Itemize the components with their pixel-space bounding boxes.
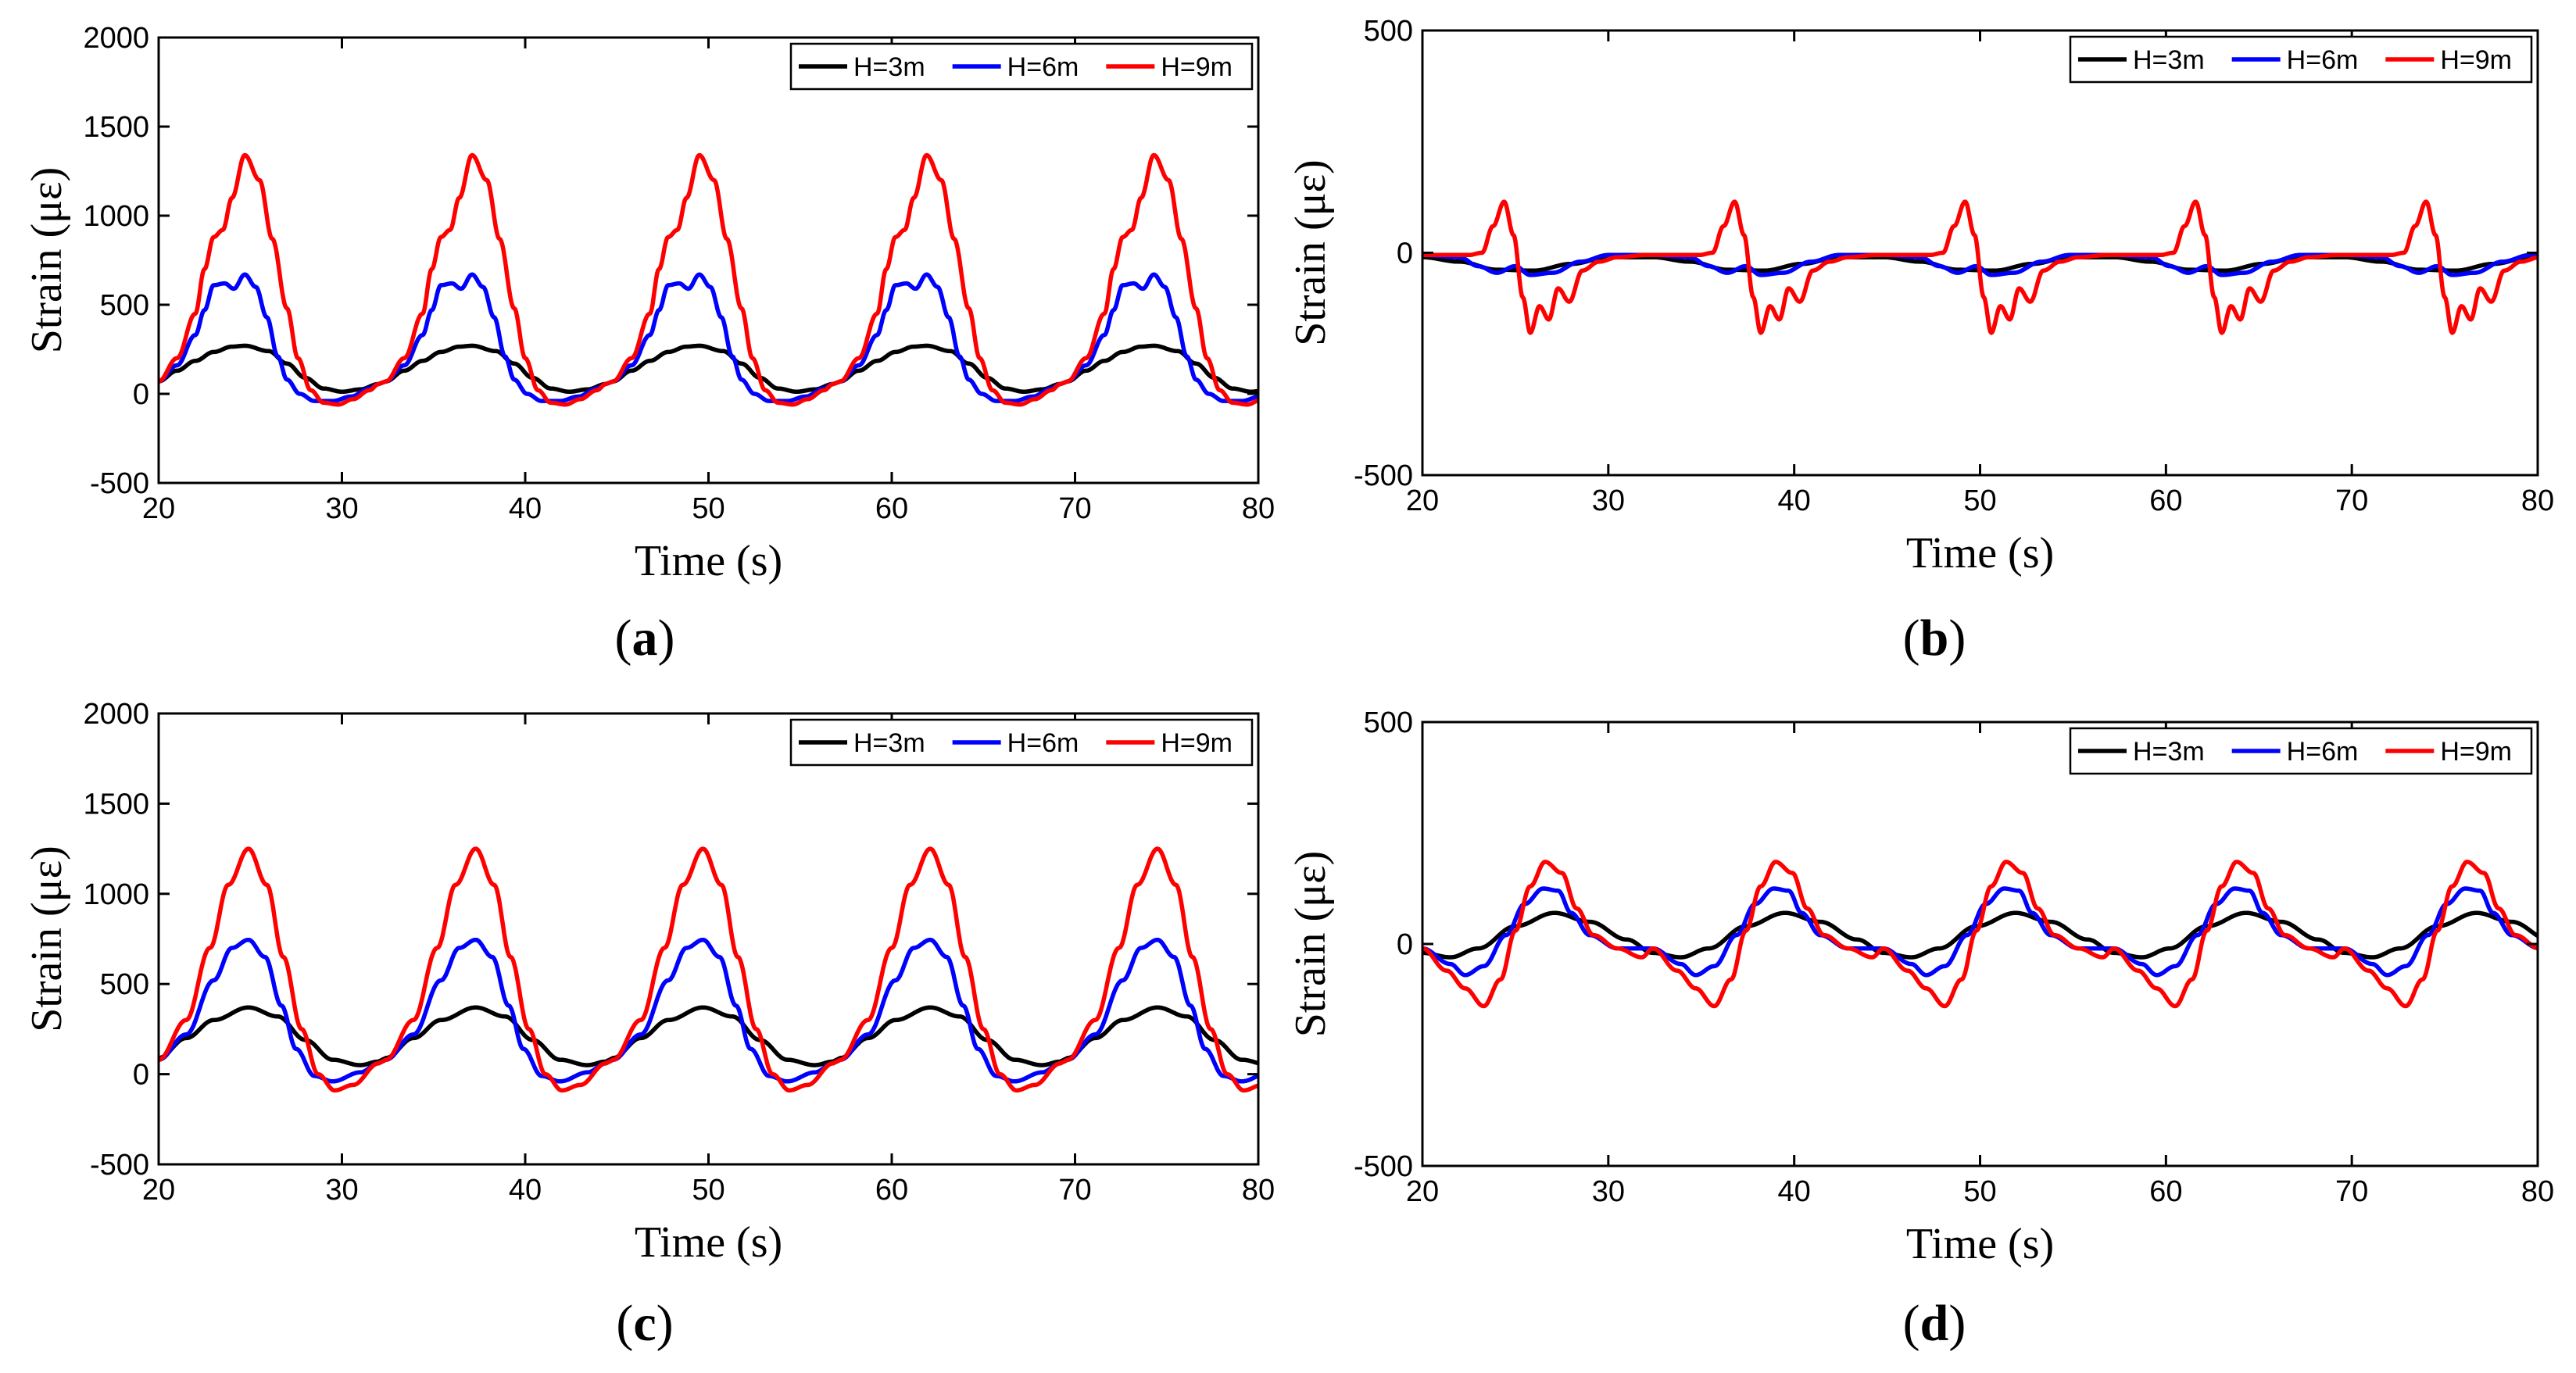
y-tick-label: 500	[100, 289, 149, 322]
legend-box	[2069, 727, 2533, 775]
x-tick-label: 50	[692, 1174, 724, 1207]
x-tick-label: 20	[1406, 1175, 1439, 1208]
y-tick-label: 1500	[83, 788, 149, 821]
x-tick-label: 20	[142, 1174, 175, 1207]
y-tick-label: -500	[90, 1149, 149, 1182]
x-tick-label: 80	[1242, 1174, 1275, 1207]
series-line-h-9m	[1422, 860, 2538, 1009]
x-tick-label: 40	[1778, 484, 1811, 517]
plot-frame	[157, 712, 1260, 1166]
y-tick-label: 0	[133, 1059, 149, 1092]
x-tick-label: 50	[1963, 1175, 1996, 1208]
panel-label: (d)	[1903, 1295, 1966, 1352]
x-tick-label: 60	[875, 1174, 908, 1207]
x-tick-label: 80	[2521, 484, 2554, 517]
y-tick-label: 1500	[83, 111, 149, 144]
x-tick-label: 60	[2149, 1175, 2182, 1208]
panel-label: (b)	[1903, 610, 1966, 667]
x-tick-label: 60	[875, 492, 908, 525]
y-tick-label: 2000	[83, 698, 149, 731]
plot-frame	[1421, 29, 2539, 477]
series-group	[1422, 199, 2538, 335]
panel-label: (a)	[615, 610, 675, 667]
legend-entry-label: H=9m	[1161, 728, 1233, 758]
legend-entry-label: H=3m	[2133, 737, 2205, 767]
y-tick-label: 500	[1364, 706, 1413, 739]
x-axis-title: Time (s)	[1906, 1220, 2054, 1268]
series-line-h-6m	[159, 937, 1258, 1084]
legend-entry-label: H=6m	[2287, 45, 2359, 75]
legend-entry-label: H=3m	[853, 728, 925, 758]
y-axis-title: Strain (με)	[1286, 159, 1335, 346]
y-axis-title: Strain (με)	[23, 167, 71, 354]
x-axis-title: Time (s)	[635, 537, 782, 585]
y-tick-label: 1000	[83, 878, 149, 911]
x-tick-label: 20	[1406, 484, 1439, 517]
y-tick-label: 0	[1397, 928, 1413, 961]
y-tick-label: 2000	[83, 22, 149, 55]
x-tick-label: 60	[2149, 484, 2182, 517]
chart-panel-a: 20 30 40 50 60 70 80 -500 0 500 1000 1500 2000 Time (…	[23, 22, 1275, 667]
y-tick-label: 0	[133, 378, 149, 411]
y-tick-label: -500	[1354, 459, 1413, 492]
x-tick-label: 40	[1778, 1175, 1811, 1208]
y-tick-label: 0	[1397, 238, 1413, 270]
chart-panel-c: 20 30 40 50 60 70 80 -500 0 500 1000 1500 2000 Time (…	[23, 698, 1275, 1352]
legend-box	[789, 42, 1254, 91]
plot-frame	[1421, 720, 2539, 1167]
y-tick-label: 500	[100, 968, 149, 1001]
legend-entry-label: H=3m	[2133, 45, 2205, 75]
chart-panel-d: 20 30 40 50 60 70 80 -500 0 500 Time (s) Strain (με…	[1286, 706, 2554, 1352]
y-tick-label: 1000	[83, 200, 149, 233]
x-tick-label: 70	[2335, 484, 2368, 517]
legend-entry-label: H=6m	[2287, 737, 2359, 767]
x-tick-label: 40	[509, 1174, 542, 1207]
legend: H=3m H=6m H=9m	[2069, 35, 2533, 84]
x-tick-label: 40	[509, 492, 542, 525]
legend: H=3m H=6m H=9m	[2069, 727, 2533, 775]
legend-box	[2069, 35, 2533, 84]
y-tick-label: -500	[1354, 1150, 1413, 1183]
x-tick-label: 30	[1592, 1175, 1625, 1208]
series-line-h-9m	[159, 846, 1258, 1093]
legend: H=3m H=6m H=9m	[789, 42, 1254, 91]
legend-entry-label: H=3m	[853, 52, 925, 82]
y-tick-label: -500	[90, 467, 149, 500]
x-tick-label: 80	[1242, 492, 1275, 525]
x-tick-label: 70	[2335, 1175, 2368, 1208]
series-group	[159, 152, 1258, 407]
x-tick-label: 50	[692, 492, 724, 525]
legend: H=3m H=6m H=9m	[789, 718, 1254, 767]
y-tick-label: 500	[1364, 15, 1413, 48]
x-tick-label: 20	[142, 492, 175, 525]
x-axis-title: Time (s)	[1906, 529, 2054, 577]
series-line-h-9m	[1422, 199, 2538, 335]
x-tick-label: 30	[325, 1174, 358, 1207]
x-tick-label: 50	[1963, 484, 1996, 517]
x-tick-label: 80	[2521, 1175, 2554, 1208]
x-tick-label: 30	[325, 492, 358, 525]
series-line-h-9m	[159, 152, 1258, 407]
series-group	[159, 846, 1258, 1093]
panel-label: (c)	[616, 1295, 673, 1352]
legend-entry-label: H=9m	[2440, 45, 2512, 75]
legend-entry-label: H=6m	[1007, 52, 1079, 82]
legend-entry-label: H=6m	[1007, 728, 1079, 758]
legend-box	[789, 718, 1254, 767]
y-axis-title: Strain (με)	[1286, 851, 1335, 1038]
series-group	[1422, 860, 2538, 1009]
x-axis-title: Time (s)	[635, 1218, 782, 1267]
chart-panel-b: 20 30 40 50 60 70 80 -500 0 500 Time (s) Strain (με…	[1286, 15, 2554, 667]
y-axis-title: Strain (με)	[23, 846, 71, 1032]
plot-frame	[157, 36, 1260, 484]
legend-entry-label: H=9m	[1161, 52, 1233, 82]
x-tick-label: 30	[1592, 484, 1625, 517]
x-tick-label: 70	[1058, 1174, 1091, 1207]
x-tick-label: 70	[1058, 492, 1091, 525]
legend-entry-label: H=9m	[2440, 737, 2512, 767]
